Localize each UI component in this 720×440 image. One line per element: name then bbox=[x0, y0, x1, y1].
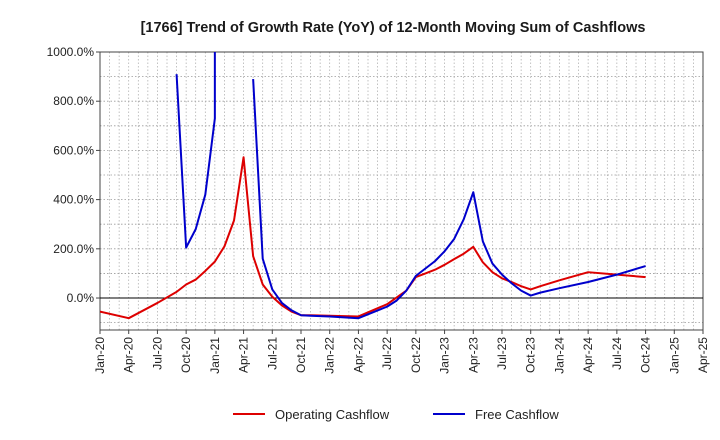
y-tick-label: 800.0% bbox=[53, 94, 94, 108]
series-line-operating-cashflow bbox=[100, 156, 646, 320]
x-tick-label: Jul-22 bbox=[380, 337, 394, 370]
legend: Operating Cashflow Free Cashflow bbox=[233, 407, 559, 422]
x-tick-label: Apr-25 bbox=[696, 337, 710, 373]
y-tick-label: 400.0% bbox=[53, 193, 94, 207]
x-tick-label: Jan-21 bbox=[208, 337, 222, 374]
legend-label-free-cashflow: Free Cashflow bbox=[475, 407, 559, 422]
series-line-free-cashflow bbox=[175, 52, 216, 249]
x-tick-label: Jan-20 bbox=[93, 337, 107, 374]
x-tick-label: Jan-25 bbox=[667, 337, 681, 374]
y-tick-label: 200.0% bbox=[53, 242, 94, 256]
x-tick-label: Oct-21 bbox=[294, 337, 308, 373]
y-tick-label: 600.0% bbox=[53, 143, 94, 157]
x-tick-label: Jan-24 bbox=[552, 337, 566, 374]
x-tick-label: Oct-22 bbox=[409, 337, 423, 373]
grid-lines bbox=[100, 51, 703, 330]
x-tick-label: Jul-21 bbox=[265, 337, 279, 370]
y-tick-label: 1000.0% bbox=[47, 45, 95, 59]
x-tick-label: Jan-23 bbox=[438, 337, 452, 374]
x-tick-label: Apr-22 bbox=[351, 337, 365, 373]
x-tick-label: Apr-24 bbox=[581, 337, 595, 373]
chart-title: [1766] Trend of Growth Rate (YoY) of 12-… bbox=[141, 20, 646, 36]
series-lines bbox=[100, 52, 646, 320]
y-axis-ticks: 0.0% 200.0% 400.0% 600.0% 800.0% 1000.0% bbox=[47, 45, 100, 305]
x-tick-label: Oct-24 bbox=[639, 337, 653, 373]
x-tick-label: Apr-21 bbox=[237, 337, 251, 373]
x-axis-ticks: Jan-20 Apr-20 Jul-20 Oct-20 Jan-21 Apr-21 Jul-… bbox=[93, 330, 710, 374]
x-tick-label: Apr-23 bbox=[466, 337, 480, 373]
series-line-free-cashflow bbox=[252, 79, 646, 320]
x-tick-label: Apr-20 bbox=[122, 337, 136, 373]
x-tick-label: Jan-22 bbox=[323, 337, 337, 374]
x-tick-label: Oct-20 bbox=[179, 337, 193, 373]
y-tick-label: 0.0% bbox=[67, 291, 95, 305]
x-tick-label: Jul-24 bbox=[610, 337, 624, 370]
plot-frame bbox=[99, 51, 704, 331]
x-tick-label: Oct-23 bbox=[524, 337, 538, 373]
legend-label-operating-cashflow: Operating Cashflow bbox=[275, 407, 390, 422]
x-tick-label: Jul-20 bbox=[150, 337, 164, 370]
x-tick-label: Jul-23 bbox=[495, 337, 509, 370]
